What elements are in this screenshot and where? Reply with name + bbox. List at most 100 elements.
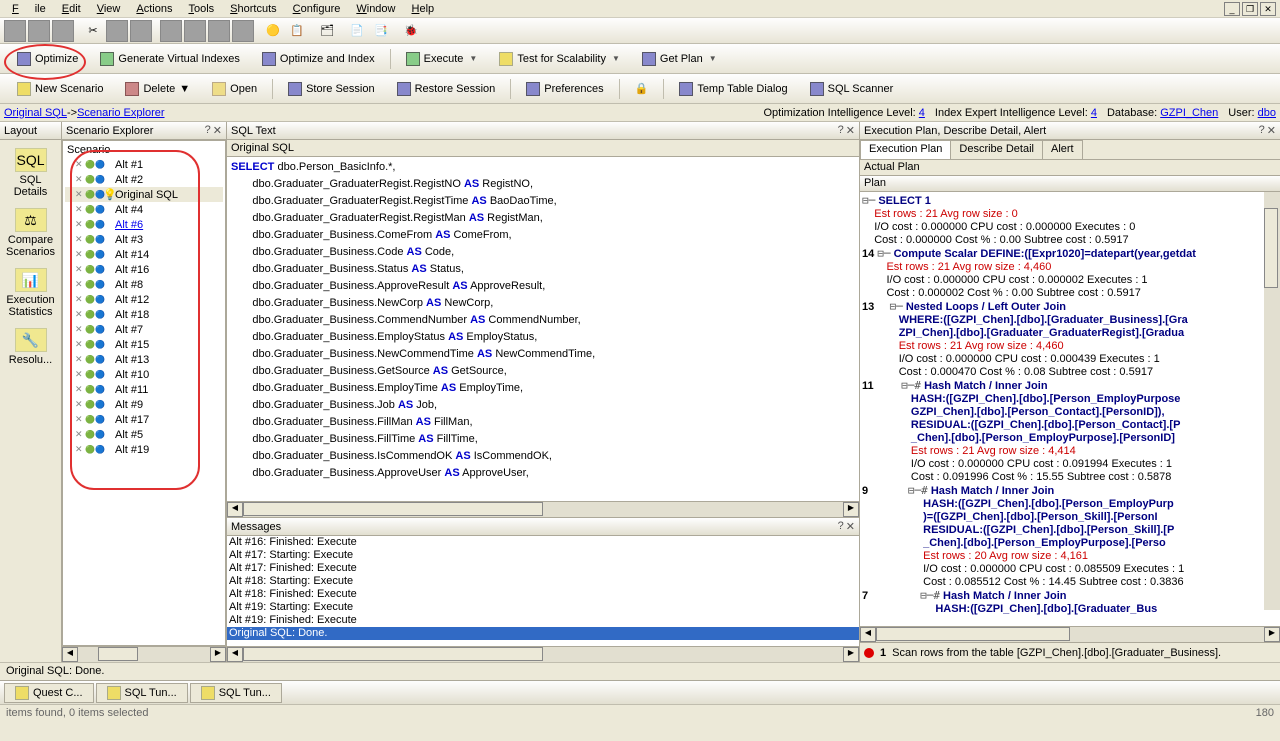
database-link[interactable]: GZPI_Chen — [1160, 107, 1218, 119]
message-row[interactable]: Alt #19: Finished: Execute — [227, 614, 859, 627]
close-item-icon[interactable]: ✕ — [75, 369, 85, 380]
close-panel-icon[interactable]: ✕ — [1267, 124, 1276, 137]
message-row[interactable]: Alt #16: Finished: Execute — [227, 536, 859, 549]
scenario-item[interactable]: ✕🟢🔵Alt #5 — [65, 427, 223, 442]
tb-btn-13[interactable]: 🐞 — [400, 20, 422, 42]
optimize-button[interactable]: Optimize — [8, 48, 87, 70]
plan-row[interactable]: Cost : 0.085512 Cost % : 14.45 Subtree c… — [862, 576, 1278, 589]
scenario-item[interactable]: ✕🟢🔵Alt #11 — [65, 382, 223, 397]
plan-row[interactable]: Est rows : 20 Avg row size : 4,161 — [862, 550, 1278, 563]
plan-hscroll[interactable]: ◀▶ — [860, 626, 1280, 642]
scenario-item[interactable]: ✕🟢🔵Alt #4 — [65, 202, 223, 217]
menu-help[interactable]: Help — [404, 1, 443, 17]
plan-row[interactable]: Cost : 0.000002 Cost % : 0.00 Subtree co… — [862, 287, 1278, 300]
open-button[interactable]: Open — [203, 78, 266, 100]
plan-tree[interactable]: ⊟─ SELECT 1 Est rows : 21 Avg row size :… — [860, 192, 1280, 626]
message-row[interactable]: Alt #19: Starting: Execute — [227, 601, 859, 614]
test-scalability-button[interactable]: Test for Scalability▼ — [490, 48, 629, 70]
tb-btn-2[interactable] — [28, 20, 50, 42]
tb-btn-11[interactable]: 📄 — [346, 20, 368, 42]
plan-row[interactable]: Cost : 0.000470 Cost % : 0.08 Subtree co… — [862, 366, 1278, 379]
opt-intel-link[interactable]: 4 — [919, 107, 925, 119]
menu-configure[interactable]: Configure — [285, 1, 349, 17]
close-item-icon[interactable]: ✕ — [75, 309, 85, 320]
scenario-item[interactable]: ✕🟢🔵Alt #8 — [65, 277, 223, 292]
menu-window[interactable]: Window — [348, 1, 403, 17]
plan-row[interactable]: _Chen].[dbo].[Person_EmployPurpose].[Per… — [862, 432, 1278, 445]
close-item-icon[interactable]: ✕ — [75, 339, 85, 350]
sql-scanner-button[interactable]: SQL Scanner — [801, 78, 903, 100]
tb-btn-10[interactable]: 🗂 — [316, 20, 338, 42]
paste-icon[interactable] — [130, 20, 152, 42]
tb-btn-7[interactable] — [232, 20, 254, 42]
plan-row[interactable]: Est rows : 21 Avg row size : 0 — [862, 208, 1278, 221]
user-link[interactable]: dbo — [1258, 107, 1276, 119]
scenario-item[interactable]: ✕🟢🔵Alt #18 — [65, 307, 223, 322]
scenario-item[interactable]: ✕🟢🔵Alt #6 — [65, 217, 223, 232]
sql-hscroll[interactable]: ◀▶ — [227, 501, 859, 517]
close-item-icon[interactable]: ✕ — [75, 264, 85, 275]
messages-hscroll[interactable]: ◀▶ — [227, 646, 859, 662]
scenario-item[interactable]: ✕🟢🔵Alt #9 — [65, 397, 223, 412]
taskbar-item[interactable]: SQL Tun... — [190, 683, 282, 703]
plan-row[interactable]: HASH:([GZPI_Chen].[dbo].[Graduater_Bus — [862, 603, 1278, 616]
close-item-icon[interactable]: ✕ — [75, 189, 85, 200]
plan-row[interactable]: I/O cost : 0.000000 CPU cost : 0.000000 … — [862, 221, 1278, 234]
close-panel-icon[interactable]: ✕ — [846, 124, 855, 137]
tb-btn-6[interactable] — [208, 20, 230, 42]
menu-file[interactable]: File — [4, 1, 54, 17]
plan-vscroll[interactable] — [1264, 192, 1280, 610]
message-row[interactable]: Original SQL: Done. — [227, 627, 859, 640]
plan-row[interactable]: ZPI_Chen].[dbo].[Graduater_GraduaterRegi… — [862, 327, 1278, 340]
breadcrumb-original-sql[interactable]: Original SQL — [4, 107, 67, 119]
scenario-item[interactable]: ✕🟢🔵Alt #3 — [65, 232, 223, 247]
plan-row[interactable]: 13 ⊟─ Nested Loops / Left Outer Join — [862, 300, 1278, 314]
tb-btn-1[interactable] — [4, 20, 26, 42]
close-item-icon[interactable]: ✕ — [75, 219, 85, 230]
cut-icon[interactable]: ✂ — [82, 20, 104, 42]
scenario-item[interactable]: ✕🟢🔵Alt #14 — [65, 247, 223, 262]
idx-intel-link[interactable]: 4 — [1091, 107, 1097, 119]
tb-btn-5[interactable] — [184, 20, 206, 42]
tb-btn-8[interactable]: 🟡 — [262, 20, 284, 42]
plan-row[interactable]: 7 ⊟─# Hash Match / Inner Join — [862, 589, 1278, 603]
scenario-item[interactable]: ✕🟢🔵Alt #16 — [65, 262, 223, 277]
menu-view[interactable]: View — [89, 1, 129, 17]
plan-row[interactable]: I/O cost : 0.000000 CPU cost : 0.000439 … — [862, 353, 1278, 366]
messages-list[interactable]: Alt #16: Finished: ExecuteAlt #17: Start… — [227, 536, 859, 646]
taskbar-item[interactable]: Quest C... — [4, 683, 94, 703]
scenario-item[interactable]: ✕🟢🔵Alt #1 — [65, 157, 223, 172]
plan-tab[interactable]: Execution Plan — [860, 140, 951, 159]
plan-row[interactable]: WHERE:([GZPI_Chen].[dbo].[Graduater_Busi… — [862, 314, 1278, 327]
plan-row[interactable]: I/O cost : 0.000000 CPU cost : 0.085509 … — [862, 563, 1278, 576]
plan-row[interactable]: Est rows : 21 Avg row size : 4,460 — [862, 340, 1278, 353]
plan-tab[interactable]: Describe Detail — [950, 140, 1043, 159]
close-item-icon[interactable]: ✕ — [75, 354, 85, 365]
tb-btn-12[interactable]: 📑 — [370, 20, 392, 42]
scenario-item[interactable]: ✕🟢🔵Alt #15 — [65, 337, 223, 352]
message-row[interactable]: Alt #18: Finished: Execute — [227, 588, 859, 601]
close-panel-icon[interactable]: ✕ — [213, 124, 222, 137]
scenario-hscroll[interactable]: ◀▶ — [62, 646, 226, 662]
close-item-icon[interactable]: ✕ — [75, 444, 85, 455]
scenario-item[interactable]: ✕🟢🔵💡Original SQL — [65, 187, 223, 202]
plan-row[interactable]: ⊟─ SELECT 1 — [862, 194, 1278, 208]
scenario-tree[interactable]: Scenario ✕🟢🔵Alt #1✕🟢🔵Alt #2✕🟢🔵💡Original … — [62, 140, 226, 646]
message-row[interactable]: Alt #17: Finished: Execute — [227, 562, 859, 575]
menu-actions[interactable]: Actions — [128, 1, 180, 17]
plan-row[interactable]: I/O cost : 0.000000 CPU cost : 0.000002 … — [862, 274, 1278, 287]
lock-icon[interactable]: 🔒 — [626, 78, 658, 99]
execute-button[interactable]: Execute▼ — [397, 48, 487, 70]
close-item-icon[interactable]: ✕ — [75, 294, 85, 305]
close-item-icon[interactable]: ✕ — [75, 249, 85, 260]
breadcrumb-scenario-explorer[interactable]: Scenario Explorer — [77, 107, 164, 119]
plan-row[interactable]: HASH:([GZPI_Chen].[dbo].[Person_EmployPu… — [862, 498, 1278, 511]
help-icon[interactable]: ? — [205, 124, 211, 137]
close-item-icon[interactable]: ✕ — [75, 429, 85, 440]
minimize-button[interactable]: _ — [1224, 2, 1240, 16]
help-icon[interactable]: ? — [838, 124, 844, 137]
plan-row[interactable]: HASH:([GZPI_Chen].[dbo].[Person_EmployPu… — [862, 393, 1278, 406]
sql-code-editor[interactable]: SELECT dbo.Person_BasicInfo.*, dbo.Gradu… — [227, 157, 859, 501]
scenario-item[interactable]: ✕🟢🔵Alt #10 — [65, 367, 223, 382]
restore-session-button[interactable]: Restore Session — [388, 78, 505, 100]
